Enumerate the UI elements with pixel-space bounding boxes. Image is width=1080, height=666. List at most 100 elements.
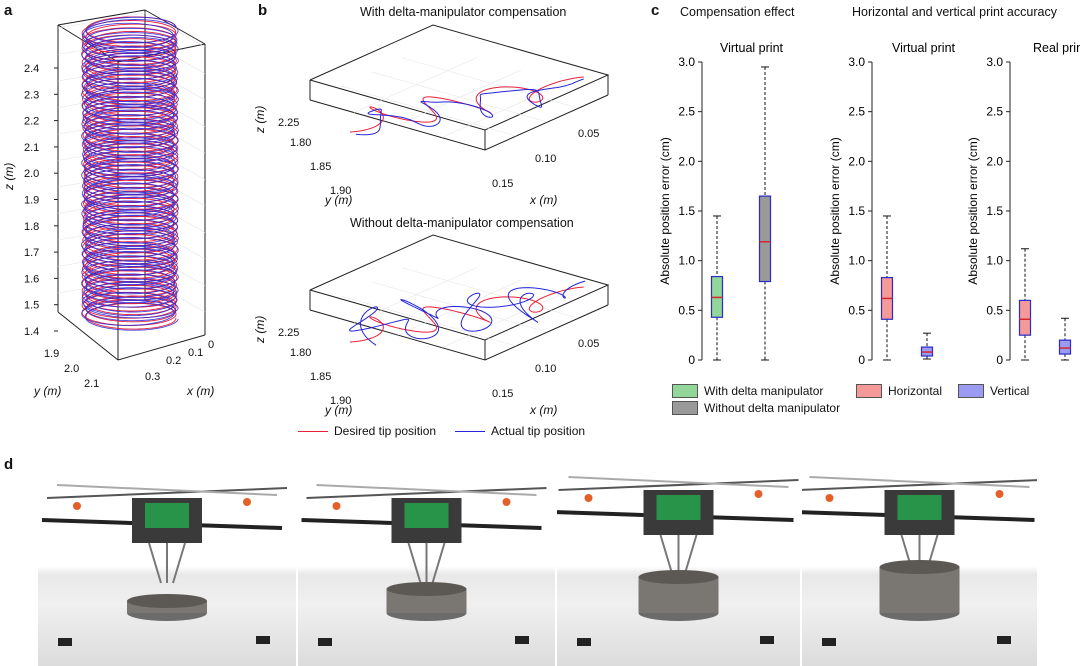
panel-a-y-tick-label: 2.1 — [84, 378, 99, 390]
panel-c-iqr-box — [1018, 299, 1032, 336]
drone-board — [404, 503, 449, 528]
panel-b-gridline — [371, 71, 548, 123]
panel-c-y-tick-label: 0 — [688, 353, 695, 367]
drone-illustration — [41, 484, 288, 646]
drone-led — [825, 494, 834, 502]
panel-b-title-top: With delta-manipulator compensation — [360, 5, 567, 19]
panel-a-z-tick-label: 1.5 — [24, 300, 39, 312]
panel-b-legend-desired: Desired tip position — [298, 424, 436, 438]
panel-b-top-y-label: y (m) — [325, 193, 353, 207]
panel-b-x-tick-label: 0.10 — [535, 363, 556, 375]
panel-a-z-tick-label: 1.4 — [24, 326, 39, 338]
panel-a-z-tick-label: 1.7 — [24, 247, 39, 259]
panel-b-x-tick-label: 0.15 — [492, 388, 513, 400]
fiducial-marker — [577, 638, 591, 646]
panel-c-y-tick-label: 3.0 — [678, 55, 695, 69]
panel-b-gridline — [397, 69, 522, 126]
panel-b-x-tick-label: 0.05 — [578, 338, 599, 350]
panel-b-gridline — [353, 267, 478, 323]
panel-c-chart-title: Virtual print — [892, 41, 956, 55]
panel-b-x-tick-label: 0.10 — [535, 153, 556, 165]
fiducial-marker — [760, 636, 774, 644]
panel-c-y-tick-label: 3.0 — [848, 55, 865, 69]
panel-c-y-tick-label: 2.0 — [986, 154, 1003, 168]
panel-b-bot-x-label: x (m) — [530, 403, 558, 417]
panel-c-y-tick-label: 3.0 — [986, 55, 1003, 69]
panel-a-z-tick-label: 2.1 — [24, 142, 39, 154]
panel-a-z-tick-label: 1.9 — [24, 195, 39, 207]
printed-structure — [879, 567, 960, 613]
legend-desired-label: Desired tip position — [334, 424, 437, 438]
panel-a-z-tick-label: 2.2 — [24, 116, 39, 128]
without-delta-label: Without delta manipulator — [704, 401, 841, 415]
panel-b-y-tick-label: 1.85 — [310, 371, 331, 383]
drone-board — [145, 503, 189, 528]
panel-a-z-tick-label: 2.4 — [24, 63, 39, 75]
panel-a-gridline — [144, 65, 206, 101]
drone-led — [995, 490, 1004, 498]
panel-c-y-axis-label: Absolute position error (cm) — [658, 137, 672, 284]
panel-b-gridline — [402, 267, 579, 319]
panel-b-y-tick-label: 1.90 — [330, 395, 351, 407]
panel-b-gridline — [402, 57, 579, 109]
without-delta-swatch — [672, 401, 698, 415]
fiducial-marker — [58, 638, 72, 646]
panel-b-top-actual-path — [355, 78, 584, 136]
panel-b-top-x-label: x (m) — [530, 193, 558, 207]
vertical-label: Vertical — [990, 384, 1030, 398]
panel-d-photo-3 — [557, 458, 800, 666]
panel-a-x-tick-label: 0 — [208, 339, 214, 351]
panel-c-box-vertical — [920, 332, 934, 360]
panel-c-chart-1: Virtual print 0 0.5 1.0 1.5 2.0 2.5 3.0 Absolute… — [658, 41, 784, 367]
panel-c-heading-left: Compensation effect — [680, 5, 795, 19]
drone-led — [243, 498, 251, 506]
panel-b-z-tick-label: 2.25 — [278, 327, 299, 339]
panel-c-box-horizontal — [1018, 248, 1032, 361]
panel-a-z-tick-label: 1.8 — [24, 221, 39, 233]
propeller-arm — [46, 487, 288, 499]
delta-arm — [407, 542, 422, 584]
panel-c-box-without-delta-manipulator — [758, 66, 772, 361]
panel-b-bot-y-label: y (m) — [325, 403, 353, 417]
panel-a-z-tick-label: 2.0 — [24, 168, 39, 180]
panel-c-chart-2: Virtual print 0 0.5 1.0 1.5 2.0 2.5 3.0 Absolute… — [828, 41, 956, 367]
fiducial-marker — [256, 636, 270, 644]
propeller-blade — [56, 484, 278, 496]
panel-b-gridline — [340, 85, 517, 137]
panel-a-x-label: x (m) — [187, 384, 215, 398]
propeller-arm — [802, 479, 1037, 491]
propeller-blade — [316, 484, 537, 496]
panel-c-y-tick-label: 1.0 — [986, 254, 1003, 268]
panel-c-y-tick-label: 0 — [858, 353, 865, 367]
legend-actual-label: Actual tip position — [491, 424, 586, 438]
propeller-arm — [558, 479, 799, 491]
fiducial-marker — [515, 636, 529, 644]
panel-b-gridline — [397, 279, 522, 336]
fiducial-marker — [822, 638, 836, 646]
panel-b-y-tick-label: 1.80 — [290, 137, 311, 149]
horizontal-swatch — [856, 384, 882, 398]
panel-c-y-tick-label: 0 — [996, 353, 1003, 367]
drone-board — [656, 495, 701, 520]
with-delta-label: With delta manipulator — [704, 384, 824, 398]
panel-c-y-tick-label: 0.5 — [678, 303, 695, 317]
panel-b-3d-plots: 2.25 1.80 1.85 1.90 0.05 0.10 0.15 2.25 1.80 1.85… — [278, 24, 610, 407]
delta-arm — [172, 542, 186, 584]
panel-label-a: a — [4, 2, 13, 19]
panel-label-d: d — [4, 456, 14, 473]
panel-c-chart-title: Real print — [1033, 41, 1080, 55]
panel-c-y-tick-label: 1.5 — [848, 204, 865, 218]
legend-with-delta: With delta manipulator — [672, 384, 823, 398]
panel-d-photo-2 — [298, 458, 555, 666]
delta-arm — [431, 542, 446, 584]
panel-label-b: b — [258, 2, 268, 19]
drone-led — [332, 502, 341, 510]
drone-led — [754, 490, 763, 498]
panel-b-gridline — [441, 82, 566, 138]
panel-c-y-tick-label: 0.5 — [848, 303, 865, 317]
vertical-swatch — [958, 384, 984, 398]
panel-b-gridline — [441, 292, 566, 348]
drone-illustration — [301, 484, 547, 646]
legend-without-delta: Without delta manipulator — [672, 401, 840, 415]
panel-a-x-tick-label: 0.3 — [145, 371, 160, 383]
